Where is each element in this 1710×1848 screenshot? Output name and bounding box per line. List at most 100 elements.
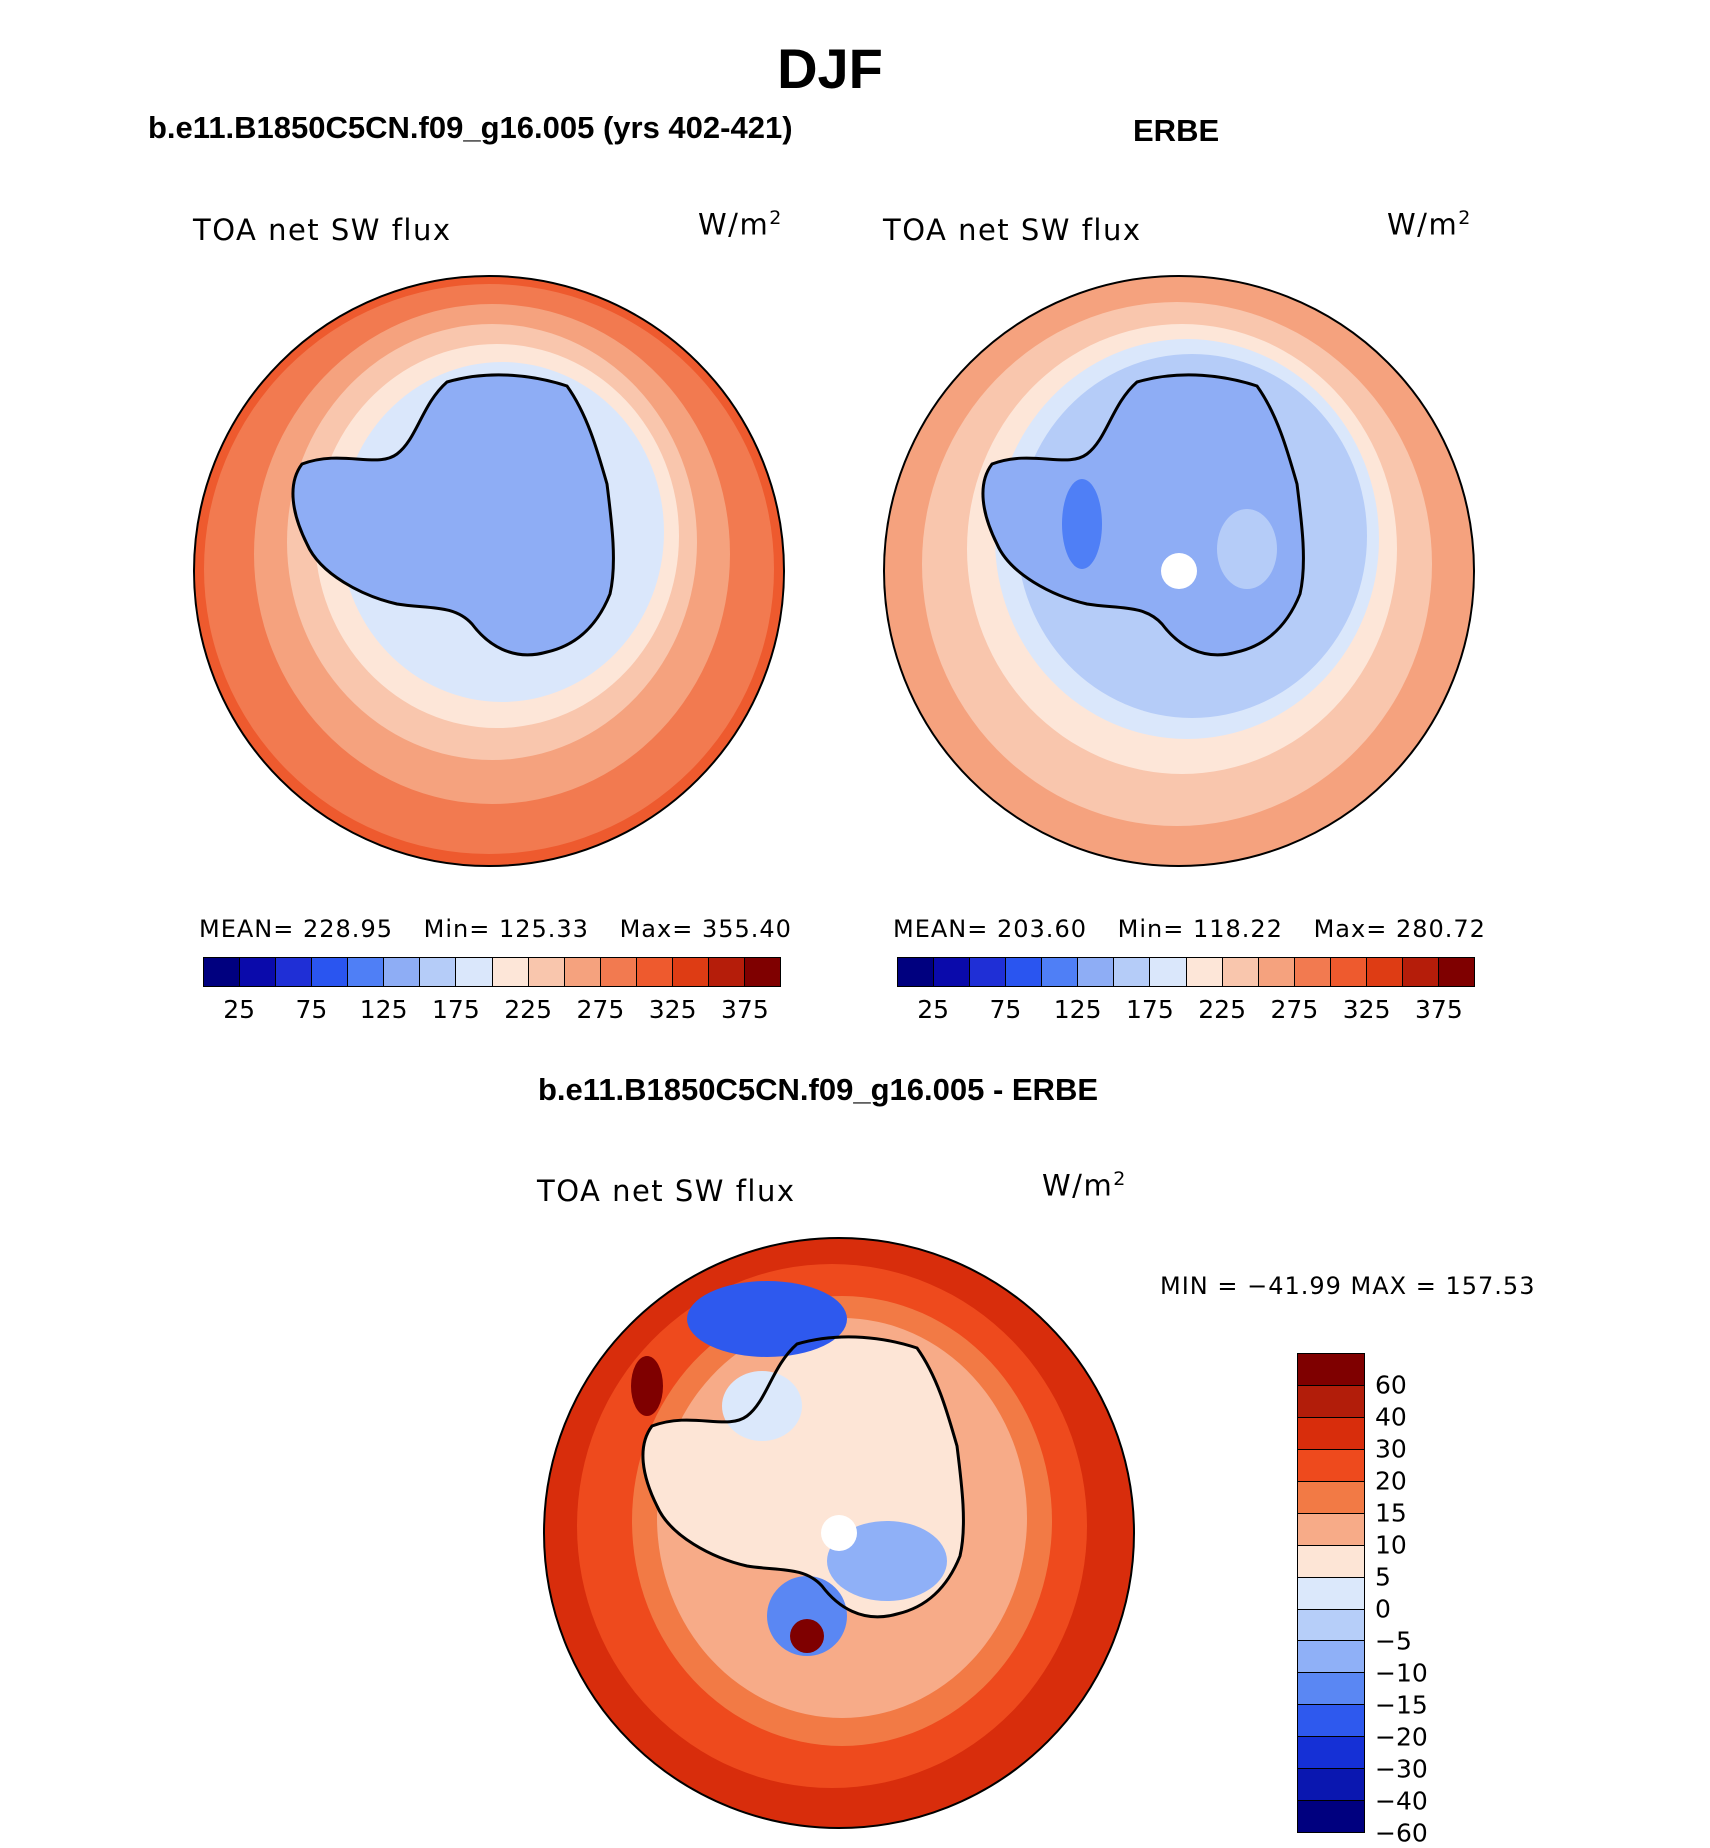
colorbar-tick-label: 25: [223, 995, 256, 1024]
colorbar-tick-label: 40: [1375, 1402, 1407, 1432]
colorbar-segment: [384, 958, 421, 986]
model-mean-label: MEAN=: [199, 915, 295, 943]
obs-map-border: [883, 275, 1475, 867]
colorbar-segment: [1402, 958, 1439, 986]
colorbar-segment: [1150, 958, 1187, 986]
colorbar-segment: [1298, 1769, 1364, 1802]
colorbar-segment: [1078, 958, 1115, 986]
diff-map-pole-hole: [821, 1515, 857, 1551]
colorbar-segment: [1114, 958, 1151, 986]
colorbar-tick-label: 60: [1375, 1370, 1407, 1400]
obs-max-value: 280.72: [1395, 915, 1486, 943]
colorbar-segment: [456, 958, 493, 986]
colorbar-segment: [934, 958, 971, 986]
model-polar-map: [193, 275, 785, 867]
obs-min-label: Min=: [1117, 915, 1185, 943]
model-variable-label: TOA net SW flux: [193, 213, 452, 247]
colorbar-segment: [1258, 958, 1295, 986]
colorbar-tick-label: −60: [1375, 1818, 1428, 1848]
obs-colorbar: [897, 957, 1475, 987]
colorbar-tick-label: 225: [504, 995, 552, 1024]
colorbar-tick-label: 325: [648, 995, 697, 1024]
diff-map-border: [543, 1237, 1135, 1829]
diff-map-negative-d: [687, 1281, 847, 1357]
model-min-label: Min=: [423, 915, 491, 943]
obs-mean-label: MEAN=: [893, 915, 989, 943]
colorbar-segment: [1366, 958, 1403, 986]
obs-polar-map: [883, 275, 1475, 867]
colorbar-segment: [1298, 1417, 1364, 1450]
diff-map-coastline: [641, 1335, 965, 1619]
colorbar-segment: [1298, 1673, 1364, 1706]
colorbar-tick-label: 30: [1375, 1434, 1407, 1464]
diff-minmax-label: MIN = −41.99 MAX = 157.53: [1160, 1272, 1536, 1300]
colorbar-tick-label: −10: [1375, 1658, 1428, 1688]
colorbar-segment: [708, 958, 745, 986]
colorbar-tick-label: −30: [1375, 1754, 1428, 1784]
diff-map-negative-a: [722, 1371, 802, 1441]
colorbar-segment: [312, 958, 349, 986]
colorbar-tick-label: −5: [1375, 1626, 1412, 1656]
colorbar-segment: [492, 958, 529, 986]
colorbar-segment: [1042, 958, 1079, 986]
colorbar-segment: [744, 958, 780, 986]
colorbar-segment: [240, 958, 277, 986]
model-panel-title: b.e11.B1850C5CN.f09_g16.005 (yrs 402-421…: [148, 110, 793, 145]
colorbar-segment: [600, 958, 637, 986]
colorbar-segment: [1294, 958, 1331, 986]
colorbar-segment: [1186, 958, 1223, 986]
colorbar-tick-label: 325: [1342, 995, 1391, 1024]
diff-units-label: W/m2: [1042, 1168, 1127, 1203]
model-map-coastline: [291, 373, 615, 657]
diff-polar-map: [543, 1237, 1135, 1829]
model-map-antarctica: [292, 374, 614, 655]
obs-map-low-region: [1062, 479, 1102, 569]
model-units-label: W/m2: [698, 207, 783, 242]
colorbar-segment: [1298, 1513, 1364, 1546]
colorbar-segment: [1222, 958, 1259, 986]
colorbar-segment: [348, 958, 385, 986]
colorbar-segment: [204, 958, 241, 986]
colorbar-tick-label: −40: [1375, 1786, 1428, 1816]
diff-panel-title: b.e11.B1850C5CN.f09_g16.005 - ERBE: [538, 1072, 1099, 1107]
obs-min-value: 118.22: [1192, 915, 1283, 943]
obs-map-coastline: [981, 373, 1305, 657]
colorbar-tick-label: 20: [1375, 1466, 1407, 1496]
diff-colorbar: [1297, 1353, 1365, 1833]
diff-map-negative-b: [827, 1521, 947, 1601]
colorbar-segment: [1298, 1577, 1364, 1610]
colorbar-segment: [636, 958, 673, 986]
colorbar-segment: [898, 958, 935, 986]
obs-panel-title: ERBE: [1133, 113, 1220, 148]
model-mean-value: 228.95: [303, 915, 393, 943]
colorbar-segment: [1298, 1385, 1364, 1418]
colorbar-segment: [564, 958, 601, 986]
colorbar-tick-label: 275: [576, 995, 625, 1024]
colorbar-segment: [1298, 1801, 1364, 1833]
obs-mean-value: 203.60: [997, 915, 1087, 943]
diff-map-positive-hotspot: [790, 1619, 824, 1653]
model-colorbar: [203, 957, 781, 987]
colorbar-tick-label: 175: [432, 995, 480, 1024]
colorbar-segment: [1298, 1705, 1364, 1738]
colorbar-tick-label: −20: [1375, 1722, 1428, 1752]
colorbar-segment: [1298, 1609, 1364, 1642]
obs-map-pole-hole: [1161, 553, 1197, 589]
colorbar-segment: [1298, 1545, 1364, 1578]
obs-stats: MEAN= 203.60 Min= 118.22 Max= 280.72: [893, 915, 1486, 943]
colorbar-segment: [1298, 1354, 1364, 1386]
colorbar-segment: [420, 958, 457, 986]
colorbar-segment: [1438, 958, 1474, 986]
colorbar-segment: [1330, 958, 1367, 986]
colorbar-segment: [1298, 1449, 1364, 1482]
colorbar-tick-label: 75: [989, 995, 1022, 1024]
colorbar-segment: [1298, 1737, 1364, 1770]
colorbar-segment: [1298, 1641, 1364, 1674]
colorbar-tick-label: 25: [917, 995, 950, 1024]
diff-variable-label: TOA net SW flux: [537, 1174, 796, 1208]
colorbar-tick-label: −15: [1375, 1690, 1428, 1720]
colorbar-tick-label: 175: [1126, 995, 1174, 1024]
colorbar-segment: [672, 958, 709, 986]
model-map-border: [193, 275, 785, 867]
colorbar-segment: [1298, 1481, 1364, 1514]
